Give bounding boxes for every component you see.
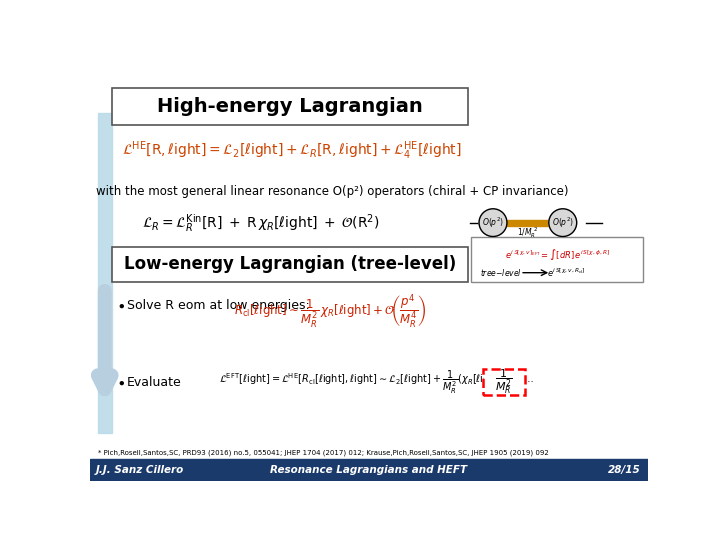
Bar bbox=[98, 113, 112, 433]
Text: $O(p^2)$: $O(p^2)$ bbox=[482, 215, 504, 230]
Text: Resonance Lagrangians and HEFT: Resonance Lagrangians and HEFT bbox=[271, 465, 467, 475]
Bar bbox=[472, 237, 644, 282]
Text: $\bullet$: $\bullet$ bbox=[116, 298, 125, 313]
Text: 28/15: 28/15 bbox=[608, 465, 640, 475]
Bar bbox=[112, 247, 468, 282]
Bar bbox=[507, 220, 549, 226]
Bar bbox=[112, 88, 468, 125]
Text: $\mathcal{L}^{\mathrm{HE}}[\mathrm{R},\ell\mathrm{ight}] = \mathcal{L}_2[\ell\ma: $\mathcal{L}^{\mathrm{HE}}[\mathrm{R},\e… bbox=[122, 140, 462, 163]
Text: tree$-$level: tree$-$level bbox=[480, 267, 522, 278]
Text: $O(p^2)$: $O(p^2)$ bbox=[552, 215, 574, 230]
Text: $1/M_R^{\;2}$: $1/M_R^{\;2}$ bbox=[518, 225, 539, 240]
Text: $e^{i\,S[\chi,v,R_\mathrm{cl}]}$: $e^{i\,S[\chi,v,R_\mathrm{cl}]}$ bbox=[547, 267, 586, 279]
Text: Low-energy Lagrangian (tree-level): Low-energy Lagrangian (tree-level) bbox=[124, 255, 456, 273]
Text: Evaluate: Evaluate bbox=[127, 375, 182, 389]
Text: J.J. Sanz Cillero: J.J. Sanz Cillero bbox=[96, 465, 184, 475]
Text: $\mathcal{L}^{\mathrm{EFT}}[\ell\mathrm{ight}] = \mathcal{L}^{\mathrm{HE}}[R_{\m: $\mathcal{L}^{\mathrm{EFT}}[\ell\mathrm{… bbox=[220, 368, 534, 396]
Text: $R_{\mathrm{cl}}[\ell\mathrm{ight}] \sim \dfrac{1}{M_R^2}\,\chi_R[\ell\mathrm{ig: $R_{\mathrm{cl}}[\ell\mathrm{ight}] \sim… bbox=[234, 292, 426, 330]
Text: with the most general linear resonance O(p²) operators (chiral + CP invariance): with the most general linear resonance O… bbox=[96, 185, 569, 198]
Circle shape bbox=[479, 209, 507, 237]
Text: $\mathcal{L}_R = \mathcal{L}_R^{\mathrm{Kin}}[\mathrm{R}]\; +\; \mathrm{R}\,\chi: $\mathcal{L}_R = \mathcal{L}_R^{\mathrm{… bbox=[142, 212, 379, 234]
FancyBboxPatch shape bbox=[483, 369, 525, 395]
Text: High-energy Lagrangian: High-energy Lagrangian bbox=[157, 97, 423, 116]
Circle shape bbox=[549, 209, 577, 237]
Text: * Pich,Rosell,Santos,SC, PRD93 (2016) no.5, 055041; JHEP 1704 (2017) 012; Krause: * Pich,Rosell,Santos,SC, PRD93 (2016) no… bbox=[98, 450, 549, 456]
Bar bbox=[90, 459, 648, 481]
Text: $e^{i\,\mathcal{S}[\chi,v]_\mathrm{EFT}} = \int [dR]\,e^{i\,S[\chi,\phi,R]}$: $e^{i\,\mathcal{S}[\chi,v]_\mathrm{EFT}}… bbox=[505, 247, 610, 262]
Text: $\bullet$: $\bullet$ bbox=[116, 375, 125, 389]
Text: $\dfrac{1}{M_R^2}$: $\dfrac{1}{M_R^2}$ bbox=[495, 368, 513, 396]
Text: Solve R eom at low energies:: Solve R eom at low energies: bbox=[127, 299, 310, 312]
